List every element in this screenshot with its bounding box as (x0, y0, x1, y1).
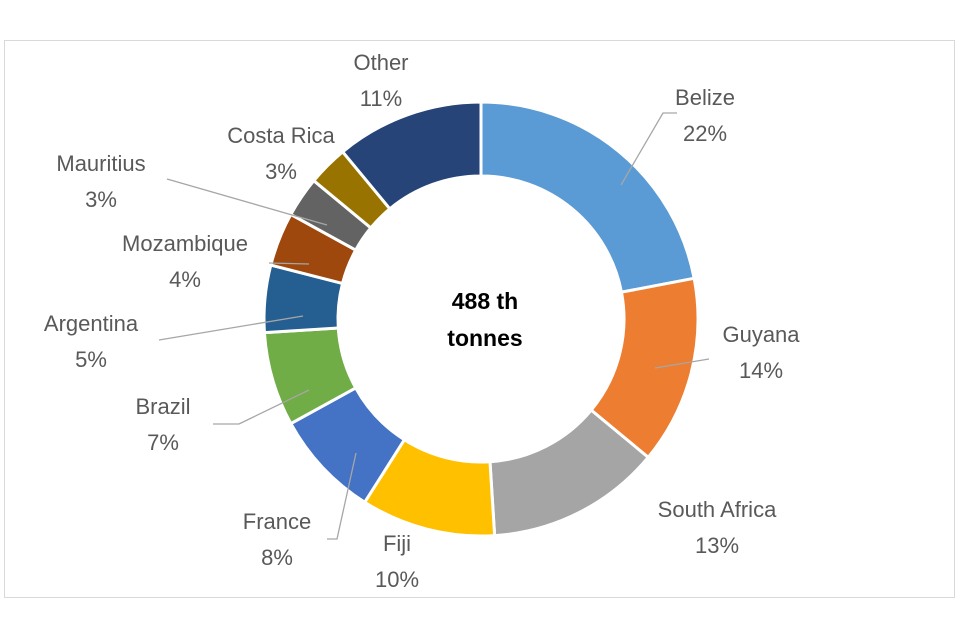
leader-line-argentina (158, 315, 304, 341)
slice-value-france: 8% (261, 545, 293, 570)
slice-label-other: Other (353, 50, 408, 75)
slice-label-mauritius: Mauritius (56, 151, 145, 176)
slice-value-south-africa: 13% (695, 533, 739, 558)
chart-frame: Belize 22% Guyana 14% South Africa 13% Fiji 10%… (4, 40, 955, 598)
donut-chart: Belize 22% Guyana 14% South Africa 13% Fiji 10%… (44, 50, 800, 592)
slice-value-guyana: 14% (739, 358, 783, 383)
slice-value-mauritius: 3% (85, 187, 117, 212)
slice-other (340, 100, 483, 211)
slice-value-other: 11% (360, 86, 402, 111)
slice-value-argentina: 5% (75, 347, 107, 372)
leader-line-brazil (213, 389, 310, 425)
leader-line-mauritius (166, 178, 328, 226)
slice-label-fiji: Fiji (383, 531, 411, 556)
slice-label-argentina: Argentina (44, 311, 139, 336)
slice-label-mozambique: Mozambique (122, 231, 248, 256)
slice-value-mozambique: 4% (169, 267, 201, 292)
slice-label-belize: Belize (675, 85, 735, 110)
slice-label-south-africa: South Africa (658, 497, 777, 522)
slice-value-fiji: 10% (375, 567, 419, 592)
slice-value-costa-rica: 3% (265, 159, 297, 184)
slice-value-belize: 22% (683, 121, 727, 146)
slice-belize (479, 100, 696, 294)
slice-label-costa-rica: Costa Rica (227, 123, 335, 148)
leader-line-mozambique (268, 262, 310, 265)
slice-value-brazil: 7% (147, 430, 179, 455)
center-label-line-1: 488 th (452, 288, 518, 314)
leader-line-belize (620, 112, 677, 186)
slice-label-france: France (243, 509, 311, 534)
leader-line-guyana (654, 358, 710, 369)
slice-label-brazil: Brazil (135, 394, 190, 419)
slice-label-guyana: Guyana (722, 322, 800, 347)
leader-line-france (327, 452, 357, 540)
center-label-line-2: tonnes (447, 325, 522, 351)
